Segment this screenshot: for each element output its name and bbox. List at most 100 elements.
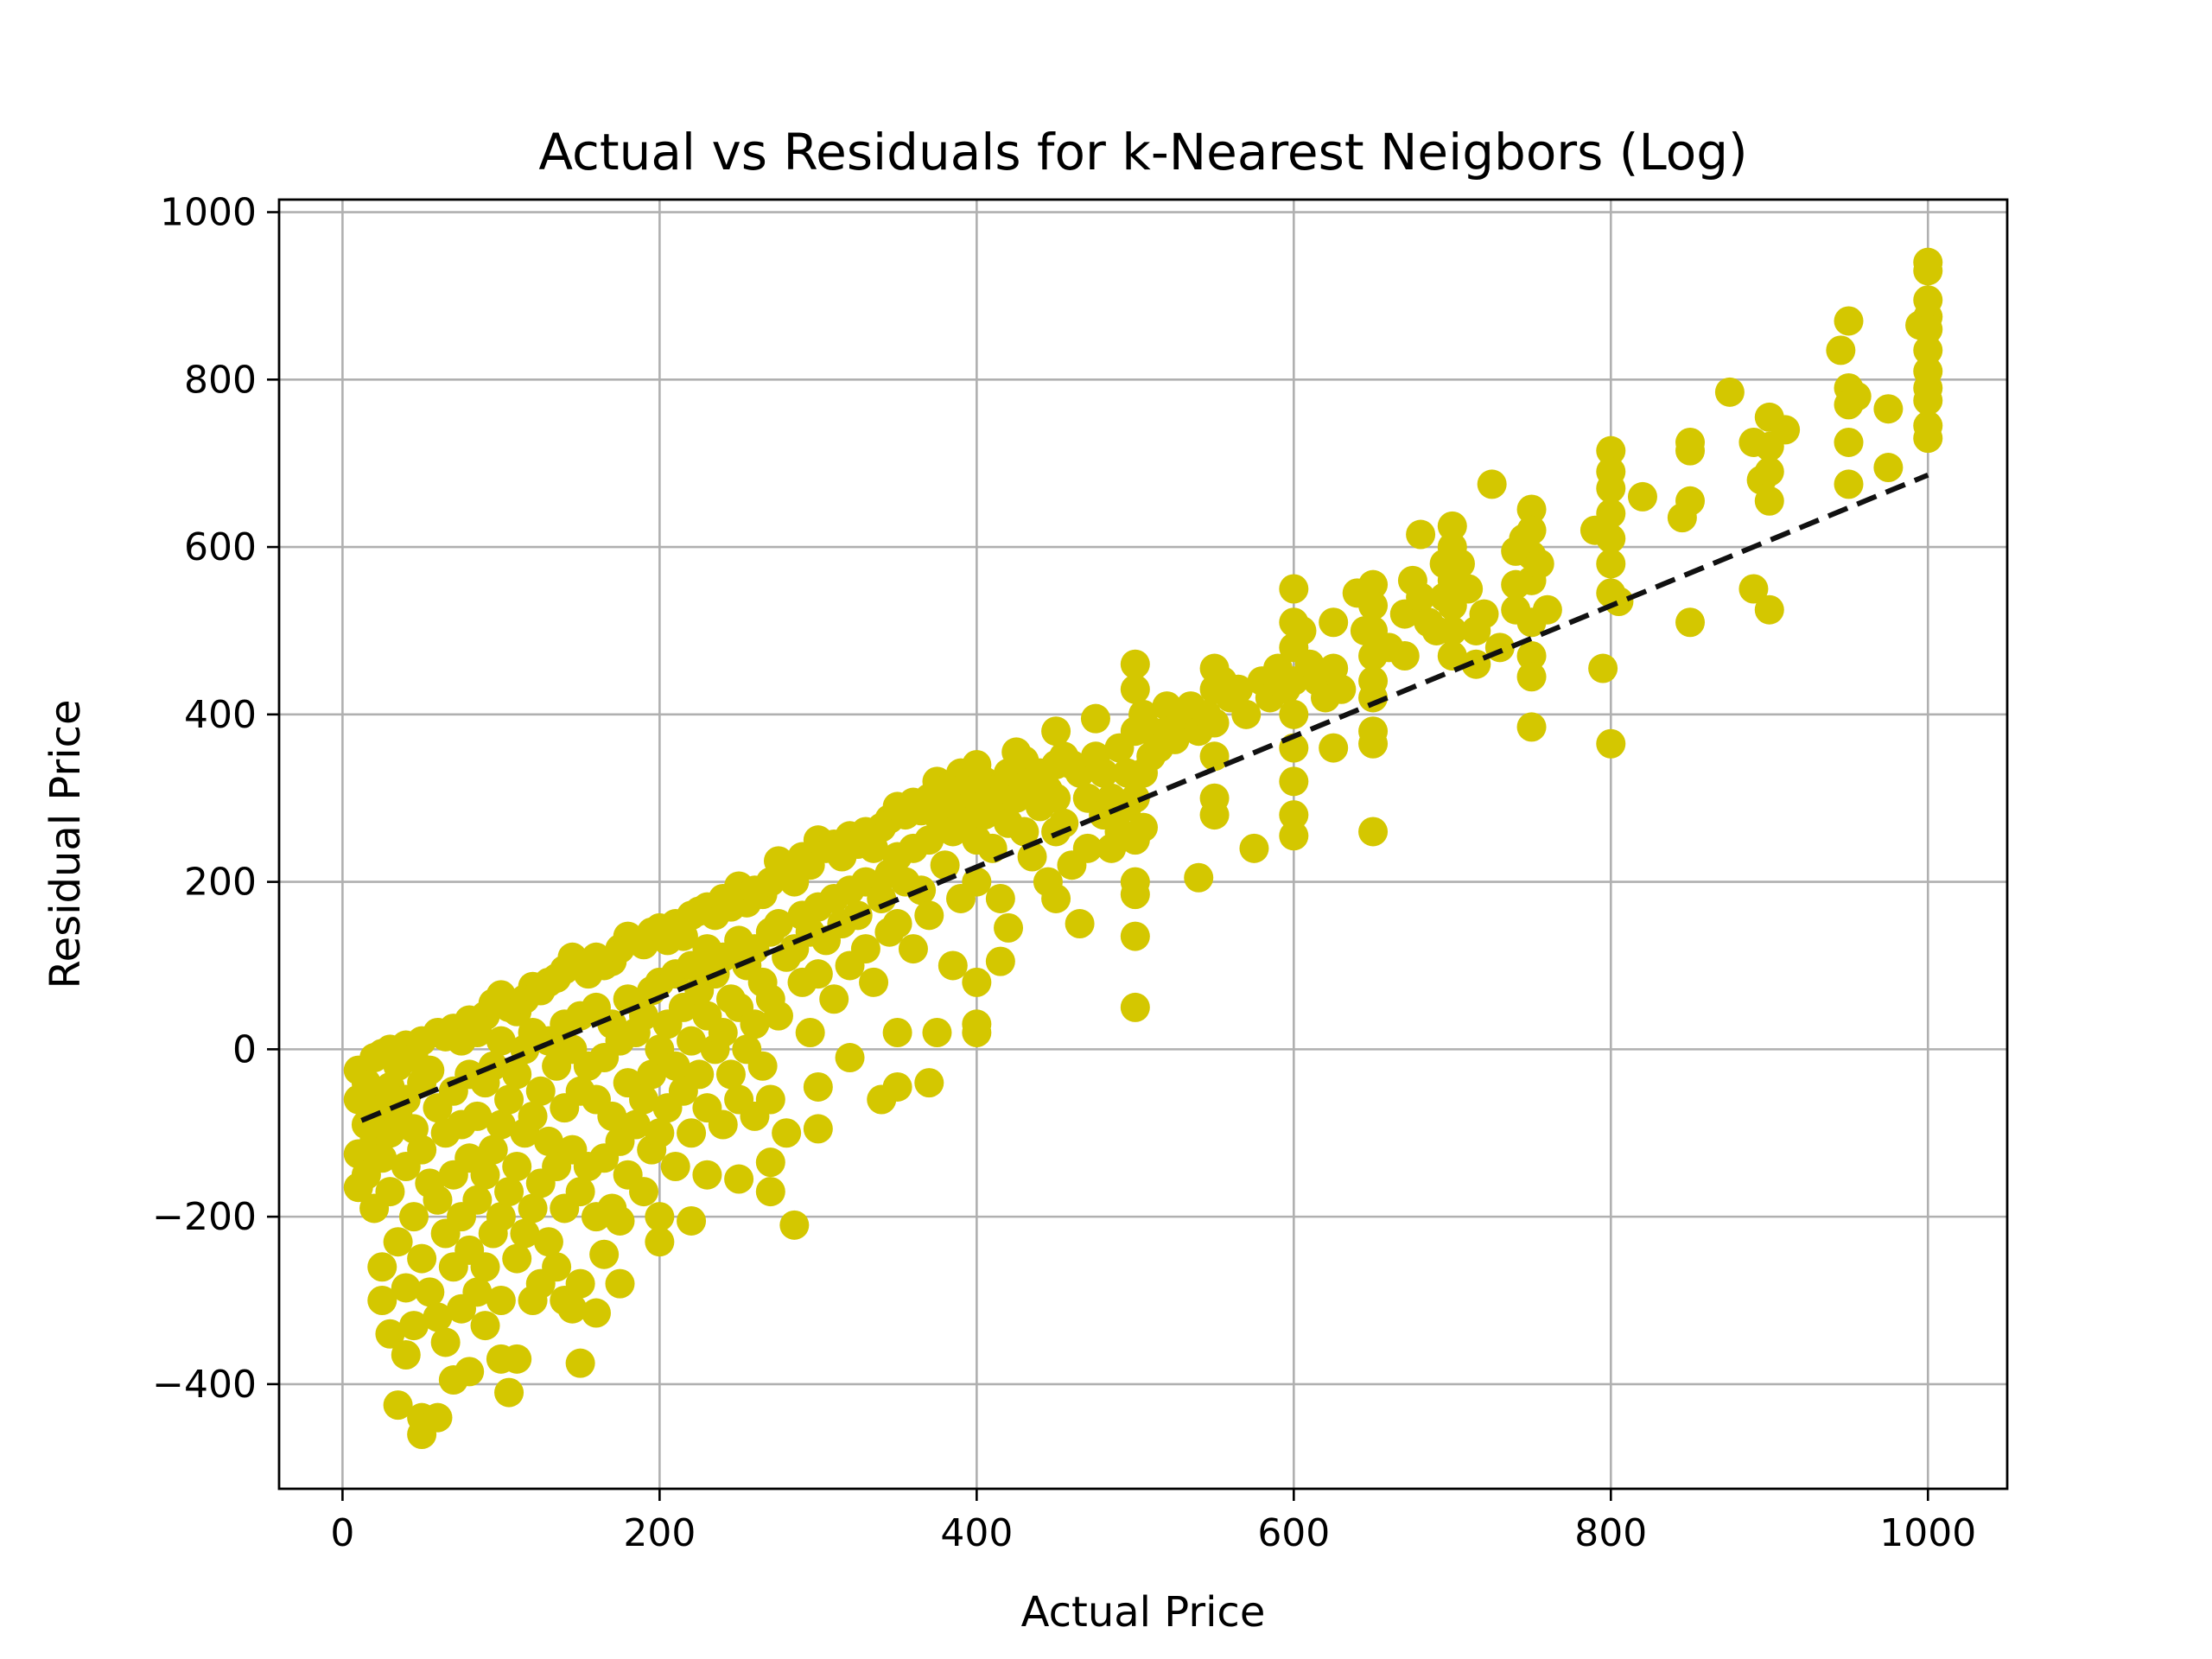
data-point <box>1754 486 1784 516</box>
data-point <box>470 1252 500 1282</box>
data-point <box>637 1059 667 1090</box>
data-point <box>1199 741 1230 772</box>
data-point <box>803 1114 833 1144</box>
data-point <box>375 1319 405 1349</box>
data-point <box>605 1268 635 1299</box>
data-point <box>1120 992 1150 1022</box>
data-point <box>708 1109 738 1140</box>
data-point <box>494 1377 524 1408</box>
data-point <box>565 1268 595 1299</box>
data-point <box>1627 481 1657 512</box>
data-point <box>407 1135 437 1165</box>
x-tick-label: 200 <box>623 1511 696 1555</box>
data-point <box>415 1055 445 1085</box>
data-point <box>1358 590 1389 620</box>
data-point <box>994 912 1024 943</box>
y-tick-label: 200 <box>184 861 257 905</box>
data-point <box>629 1084 659 1115</box>
data-point <box>1358 683 1389 713</box>
data-point <box>1279 800 1309 830</box>
y-tick-label: −400 <box>152 1363 257 1407</box>
x-tick-label: 0 <box>330 1511 354 1555</box>
data-point <box>914 825 944 855</box>
data-point <box>859 967 889 997</box>
data-point <box>898 934 928 964</box>
data-point <box>779 1210 810 1240</box>
data-point <box>1445 549 1475 579</box>
data-point <box>423 1185 453 1215</box>
y-tick-label: 400 <box>184 693 257 737</box>
x-axis-label: Actual Price <box>1021 1588 1266 1637</box>
data-point <box>1279 574 1309 604</box>
trend-line-group <box>360 472 1929 1123</box>
data-point <box>1770 415 1801 445</box>
data-point <box>708 1017 738 1047</box>
data-points <box>343 247 1943 1450</box>
data-point <box>542 1252 572 1282</box>
y-tick-label: 600 <box>184 525 257 569</box>
data-point <box>819 984 849 1014</box>
data-point <box>1516 641 1547 671</box>
data-point <box>692 1160 722 1190</box>
axis-ticks: 0 200 400 600 800 1000 −400 −200 0 200 400 600 800 10… <box>152 191 1976 1555</box>
x-tick-label: 800 <box>1574 1511 1647 1555</box>
data-point <box>367 1252 397 1282</box>
data-point <box>1469 599 1499 629</box>
data-point <box>1913 335 1943 365</box>
data-point <box>1239 833 1269 863</box>
x-tick-label: 400 <box>940 1511 1013 1555</box>
data-point <box>1437 641 1467 671</box>
data-point <box>645 1202 675 1232</box>
data-point <box>423 1402 453 1433</box>
data-point <box>597 1101 627 1131</box>
data-point <box>1199 708 1230 738</box>
data-point <box>462 1277 493 1307</box>
data-point <box>1184 862 1214 893</box>
data-point <box>1231 699 1262 729</box>
data-point <box>747 1051 778 1081</box>
data-point <box>1089 758 1119 788</box>
data-point <box>620 1109 651 1140</box>
data-point <box>533 1126 563 1156</box>
data-point <box>1319 733 1349 763</box>
data-point <box>1128 812 1158 842</box>
data-point <box>1287 615 1317 645</box>
data-point <box>1516 712 1547 742</box>
data-point <box>1596 474 1626 504</box>
data-point <box>367 1143 397 1173</box>
data-point <box>1826 335 1856 365</box>
data-point <box>715 1059 746 1090</box>
data-point <box>803 959 833 989</box>
data-point <box>1516 662 1547 692</box>
data-point <box>1675 486 1706 516</box>
data-point <box>383 1227 413 1257</box>
data-point <box>1160 724 1190 754</box>
data-point <box>1754 594 1784 625</box>
data-point <box>494 1084 524 1115</box>
data-point <box>589 1239 620 1269</box>
data-point <box>1588 653 1618 683</box>
data-point <box>565 1348 595 1378</box>
data-point <box>486 1026 516 1056</box>
data-point <box>677 1118 707 1148</box>
data-point <box>1224 674 1254 704</box>
data-point <box>985 946 1015 976</box>
data-point <box>1120 649 1150 679</box>
data-point <box>763 909 793 939</box>
data-point <box>1913 256 1943 286</box>
data-point <box>486 1286 516 1316</box>
data-point <box>581 1298 611 1328</box>
data-point <box>1604 587 1634 617</box>
data-point <box>391 1339 421 1370</box>
data-point <box>1596 435 1626 466</box>
chart-title: Actual vs Residuals for k-Nearest Neigbo… <box>538 123 1747 181</box>
data-point <box>1358 569 1389 600</box>
data-point <box>462 1101 493 1131</box>
data-point <box>1834 469 1864 499</box>
data-point <box>470 1311 500 1341</box>
data-point <box>772 1118 802 1148</box>
data-point <box>533 1227 563 1257</box>
data-point <box>478 1135 508 1165</box>
data-point <box>763 1001 793 1031</box>
data-point <box>629 1177 659 1207</box>
